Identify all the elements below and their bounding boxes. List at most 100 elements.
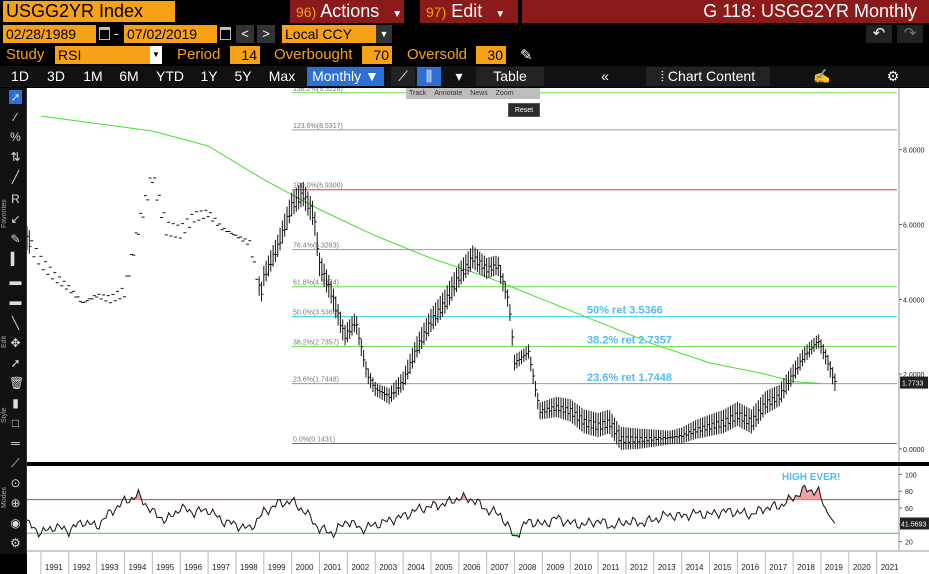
fib-level-label: 76.4%(5.3283)	[293, 243, 339, 250]
x-tick-label: 2004	[407, 563, 425, 572]
frequency-dropdown[interactable]: Monthly ▼	[307, 67, 384, 86]
actions-menu[interactable]: 96) Actions ▼	[290, 0, 404, 23]
square-icon[interactable]: □	[11, 416, 20, 430]
period-field[interactable]: 14	[230, 46, 260, 64]
crosshair-icon[interactable]: ⊕	[10, 496, 21, 510]
style-section-label: Style	[1, 407, 8, 423]
edit-menu[interactable]: 97) Edit ▼	[420, 0, 518, 23]
rsi-last-value-label: 41.5693	[901, 521, 926, 528]
line-tool-icon[interactable]: ╱	[11, 170, 20, 184]
fib-level-label: 138.2%(9.5226)	[293, 88, 343, 93]
x-tick-label: 2006	[463, 563, 481, 572]
period-button-1m[interactable]: 1M	[83, 68, 103, 84]
x-tick-label: 2003	[379, 563, 397, 572]
calendar-icon[interactable]	[220, 27, 231, 40]
trendline-icon[interactable]: ∕	[14, 110, 17, 124]
caret-down-icon: ▼	[392, 9, 403, 20]
period-button-3d[interactable]: 3D	[47, 68, 65, 84]
x-tick-label: 1993	[101, 563, 119, 572]
x-axis-background	[27, 550, 929, 574]
brush-icon[interactable]: ⟋	[11, 456, 20, 470]
ticker-field[interactable]: USGG2YR Index	[3, 1, 175, 22]
select-icon[interactable]: ➚	[10, 356, 21, 370]
undo-icon[interactable]: ↶	[866, 25, 892, 43]
oversold-field[interactable]: 30	[476, 46, 506, 64]
table-button[interactable]: Table	[476, 67, 544, 86]
palette-icon[interactable]: ◉	[10, 516, 21, 530]
overbought-fill	[795, 485, 821, 500]
chart-content-button[interactable]: ⦙ Chart Content	[646, 67, 770, 86]
graph-title: G 118: USGG2YR Monthly	[522, 0, 929, 23]
overlay-news-button[interactable]: News	[470, 90, 488, 97]
period-button-1d[interactable]: 1D	[11, 68, 29, 84]
arrow-tool-icon[interactable]: ↙	[10, 212, 21, 226]
cursor-icon[interactable]: ➚	[9, 90, 22, 104]
period-button-5y[interactable]: 5Y	[234, 68, 252, 84]
y-tick-label: 4.0000	[903, 297, 925, 304]
reset-button[interactable]: Reset	[508, 103, 540, 117]
chevron-down-icon[interactable]: ▼	[376, 25, 392, 43]
chart-area[interactable]: 1991 1992 1993 1994 1995 1996 1997 1998 1999 2000…	[0, 86, 929, 574]
last-value-label: 1.7733	[902, 381, 924, 388]
paint-icon[interactable]: ▮	[12, 396, 19, 410]
gear-icon[interactable]: ⚙	[886, 68, 900, 84]
next-period-button[interactable]: >	[257, 25, 275, 43]
overlay-track-button[interactable]: Track	[409, 90, 427, 97]
pencil-icon[interactable]: ✎	[520, 47, 533, 64]
draw-icon[interactable]: ╲	[11, 316, 20, 330]
chevron-down-icon[interactable]: ▼	[150, 46, 162, 64]
delete-icon[interactable]: 🗑	[9, 376, 25, 390]
pen-icon[interactable]: ✎	[10, 232, 21, 246]
zoom-icon[interactable]: ⊙	[10, 476, 21, 490]
gear-icon[interactable]: ⚙	[10, 536, 21, 550]
study-field[interactable]: RSI	[55, 46, 150, 64]
rsi-tick-label: 20	[905, 540, 913, 547]
x-tick-label: 2017	[769, 563, 787, 572]
bar-chart-icon[interactable]: ⫼	[417, 67, 441, 86]
x-tick-label: 2001	[324, 563, 342, 572]
rsi-last-value-badge	[900, 517, 929, 530]
left-tool-strip: ➚ ∕ % ⇅ ╱ R ↙ ✎ ▍ ▬ ▬ ╲ ✥ ➚ 🗑 ▮ □ ═ ⟋ ⊙ …	[0, 88, 27, 554]
chart-type-dropdown-icon[interactable]: ▾	[447, 67, 471, 86]
x-tick-label: 1998	[240, 563, 258, 572]
ruler-icon[interactable]: ⇅	[10, 150, 21, 164]
overlay-zoom-button[interactable]: Zoom	[495, 90, 514, 97]
period-button-ytd[interactable]: YTD	[156, 68, 184, 84]
x-tick-label: 2015	[714, 563, 732, 572]
marker-icon[interactable]: ▍	[10, 252, 21, 266]
currency-field[interactable]: Local CCY	[282, 25, 376, 43]
x-tick-label: 2021	[881, 563, 899, 572]
retracement-annotation: 23.6% ret 1.7448	[587, 372, 672, 384]
fibonacci-icon[interactable]: %	[10, 130, 21, 144]
horizontal-line-icon[interactable]: ▬	[9, 274, 22, 288]
collapse-left-icon[interactable]: «	[601, 68, 609, 84]
end-date-field[interactable]: 07/02/2019	[124, 25, 217, 43]
fib-level-label: 100.0%(6.9300)	[293, 183, 343, 190]
x-tick-label: 2018	[797, 563, 815, 572]
x-tick-label: 2013	[658, 563, 676, 572]
overbought-field[interactable]: 70	[362, 46, 392, 64]
x-tick-label: 2008	[519, 563, 537, 572]
start-date-field[interactable]: 02/28/1989	[3, 25, 96, 43]
period-button-6m[interactable]: 6M	[119, 68, 139, 84]
move-icon[interactable]: ✥	[10, 336, 21, 350]
rsi-annotation: HIGH EVER!	[782, 472, 840, 483]
overlay-annotate-button[interactable]: Annotate	[434, 90, 463, 97]
period-button-1y[interactable]: 1Y	[200, 68, 218, 84]
x-tick-label: 2019	[825, 563, 843, 572]
edit-chart-icon[interactable]: ✍	[813, 68, 831, 84]
chart-canvas[interactable]: 1991 1992 1993 1994 1995 1996 1997 1998 1999 2000…	[0, 86, 929, 574]
line-style-icon[interactable]: ═	[11, 436, 20, 450]
retracement-icon[interactable]: R	[11, 192, 20, 206]
redo-icon[interactable]: ↷	[897, 25, 923, 43]
period-button-max[interactable]: Max	[268, 68, 296, 84]
fill-icon[interactable]: ▬	[9, 294, 22, 308]
line-chart-icon[interactable]: ⟋	[391, 67, 415, 86]
calendar-icon[interactable]	[99, 27, 110, 40]
date-bar: 02/28/1989 - 07/02/2019 < > Local CCY ▼ …	[0, 24, 929, 44]
edit-section-label: Edit	[1, 335, 8, 348]
caret-down-icon: ▼	[495, 9, 506, 20]
fib-level-label: 50.0%(3.5366)	[293, 310, 339, 317]
prev-period-button[interactable]: <	[236, 25, 254, 43]
